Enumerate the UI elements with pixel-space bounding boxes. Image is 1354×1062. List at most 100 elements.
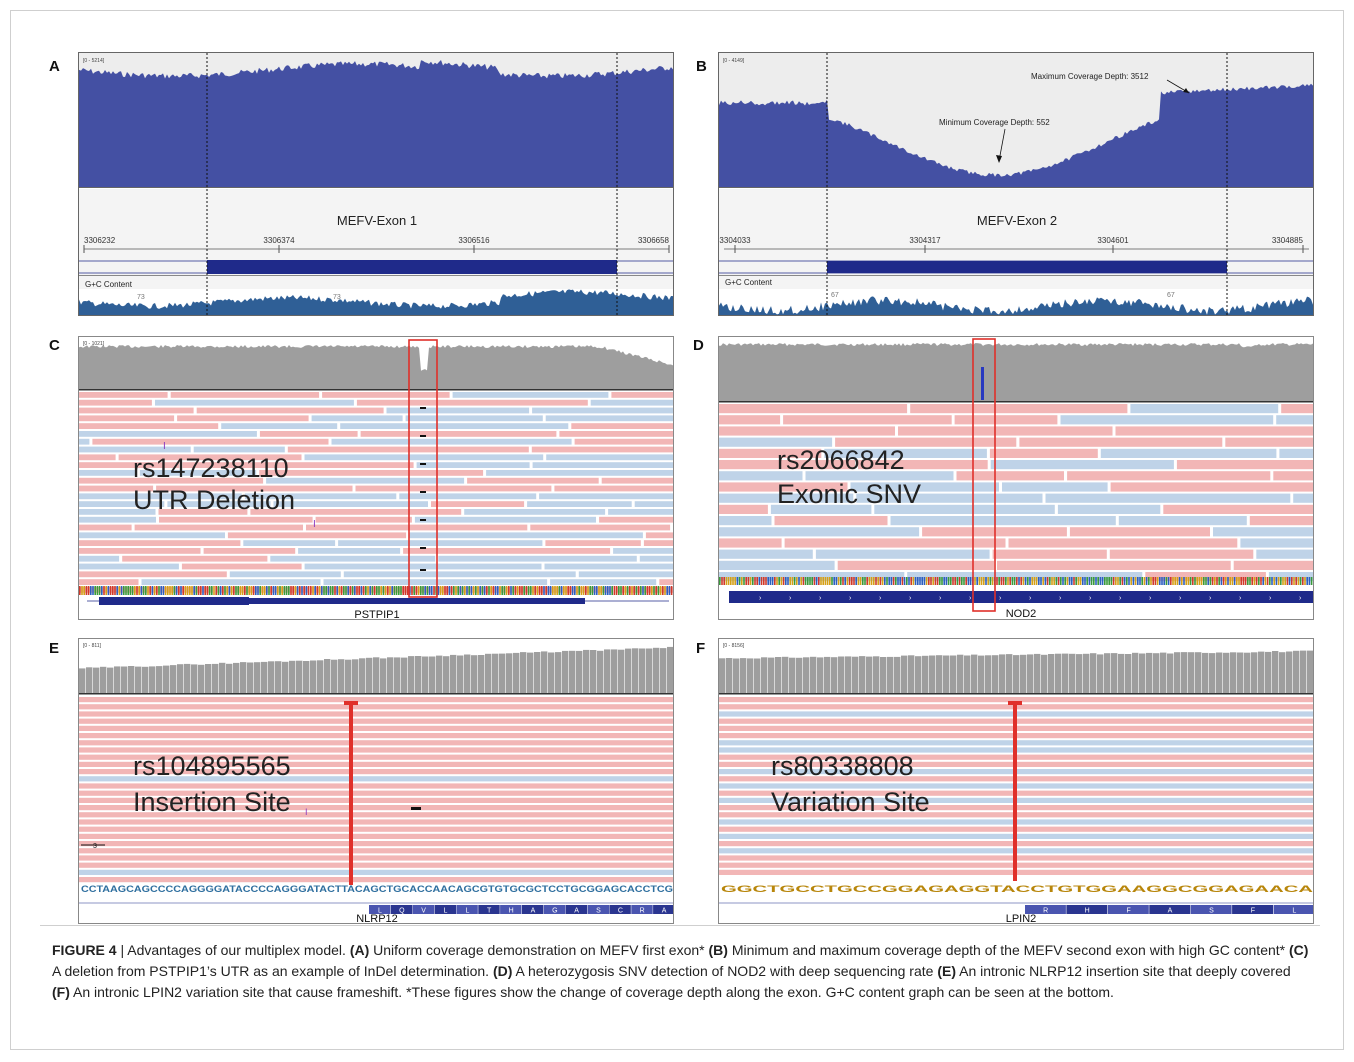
panel-e-graphic: [0 - 811] I 3 rs104895565 Insertion Site…: [79, 643, 673, 923]
panel-a-gc-value-1: 73: [137, 294, 145, 301]
panel-f: [0 - 8156] rs80338808 Variation Site GGC…: [718, 638, 1314, 924]
amino-acid-label: G: [552, 908, 557, 915]
svg-text:I: I: [163, 441, 166, 452]
panel-e-variant-id: rs104895565: [133, 751, 291, 781]
svg-text:›: ›: [1179, 595, 1182, 602]
amino-acid-label: A: [531, 908, 536, 915]
panel-letter-b: B: [696, 58, 707, 75]
svg-text:›: ›: [1269, 595, 1272, 602]
amino-acid-cell: [500, 905, 522, 914]
amino-acid-cell: [412, 905, 435, 914]
panel-c-sequence-track: [79, 586, 673, 595]
amino-acid-cell: [1273, 905, 1313, 914]
panel-b-ticks: 3304033 3304317 3304601 3304885: [719, 236, 1304, 253]
panel-c-graphic: [0 - 1021] I I rs147238110 UTR Deletion …: [79, 339, 673, 620]
svg-text:›: ›: [819, 595, 822, 602]
panel-c-gene-label: PSTPIP1: [354, 609, 399, 620]
amino-acid-label: L: [465, 908, 469, 915]
panel-b-tick-4: 3304885: [1272, 236, 1304, 245]
panel-b-scale: [0 - 4149]: [723, 58, 745, 64]
amino-acid-cell: [1066, 905, 1108, 914]
panel-f-coverage-track: [719, 650, 1313, 693]
amino-acid-label: A: [662, 908, 667, 915]
panel-c-highlight-box: [408, 339, 438, 598]
panel-f-variant-id: rs80338808: [771, 751, 914, 781]
panel-letter-e: E: [49, 640, 60, 657]
panel-a-coverage-track: [79, 60, 673, 187]
panel-d-coverage-track: [719, 343, 1313, 401]
amino-acid-cell: [369, 905, 391, 914]
amino-acid-cell: [478, 905, 500, 914]
amino-acid-label: V: [421, 908, 426, 915]
panel-d-variant-type: Exonic SNV: [777, 479, 921, 509]
panel-c-scale: [0 - 1021]: [83, 341, 105, 347]
panel-b-exon-bar: [827, 261, 1227, 273]
amino-acid-label: Q: [399, 908, 405, 915]
panel-c-gene-exon: [99, 597, 249, 605]
panel-a-exon-bar: [207, 260, 617, 274]
panel-e-reads: [79, 697, 673, 883]
amino-acid-cell: [522, 905, 544, 914]
panel-d-reads: [719, 404, 1313, 582]
panel-letter-f: F: [696, 640, 706, 657]
amino-acid-label: S: [596, 908, 601, 915]
svg-text:›: ›: [1299, 595, 1302, 602]
panel-f-variant-line: [1013, 703, 1017, 881]
amino-acid-cell: [1232, 905, 1273, 914]
panel-c-coverage-track: [79, 345, 673, 389]
panel-b-coverage-track: [719, 83, 1313, 187]
panel-e-coverage-track: [79, 646, 673, 693]
amino-acid-label: S: [1209, 908, 1214, 915]
panel-b: [0 - 4149] Maximum Coverage Depth: 3512 …: [718, 52, 1314, 316]
amino-acid-label: L: [378, 908, 382, 915]
svg-text:›: ›: [879, 595, 882, 602]
svg-text:›: ›: [789, 595, 792, 602]
amino-acid-label: F: [1126, 908, 1130, 915]
svg-text:›: ›: [999, 595, 1002, 602]
amino-acid-cell: [1107, 905, 1149, 914]
svg-text:›: ›: [849, 595, 852, 602]
panel-b-graphic: [0 - 4149] Maximum Coverage Depth: 3512 …: [719, 53, 1313, 315]
panel-d-graphic: rs2066842 Exonic SNV › › › › › › › › › › › › › › › › › › ›…: [719, 338, 1313, 619]
amino-acid-label: T: [487, 908, 492, 915]
amino-acid-label: H: [1085, 908, 1090, 915]
svg-text:›: ›: [1029, 595, 1032, 602]
amino-acid-cell: [631, 905, 653, 914]
amino-acid-cell: [543, 905, 566, 914]
svg-text:›: ›: [1089, 595, 1092, 602]
panel-b-gc-label: G+C Content: [725, 278, 773, 287]
svg-text:›: ›: [909, 595, 912, 602]
panel-a-gc-label: G+C Content: [85, 280, 133, 289]
amino-acid-cell: [390, 905, 413, 914]
panel-b-gc-value-1: 67: [831, 292, 839, 299]
panel-d-snv-coverage: [981, 367, 984, 400]
amino-acid-label: C: [618, 908, 623, 915]
amino-acid-label: A: [574, 908, 579, 915]
panel-b-tick-2: 3304317: [909, 236, 941, 245]
amino-acid-label: L: [1292, 908, 1296, 915]
amino-acid-cell: [1025, 905, 1066, 914]
amino-acid-cell: [434, 905, 456, 914]
panel-e-variant-line: [349, 703, 353, 885]
svg-text:I: I: [313, 519, 316, 530]
panel-c-variant-type: UTR Deletion: [133, 485, 295, 515]
panel-d-variant-id: rs2066842: [777, 445, 905, 475]
svg-text:›: ›: [1209, 595, 1212, 602]
svg-text:I: I: [305, 807, 308, 817]
panel-a-tick-2: 3306374: [263, 236, 295, 245]
svg-text:›: ›: [1059, 595, 1062, 602]
panel-f-graphic: [0 - 8156] rs80338808 Variation Site GGC…: [719, 643, 1313, 923]
caption-divider: [40, 925, 1320, 926]
panel-c-variant-id: rs147238110: [133, 453, 289, 483]
panel-e-sequence: CCTAAGCAGCCCCAGGGGATACCCCAGGGATACTTACAGC…: [81, 884, 673, 894]
panel-letter-d: D: [693, 337, 704, 354]
panel-b-gc-track: [719, 296, 1313, 315]
panel-d-gene-exon: [729, 591, 1313, 603]
amino-acid-label: R: [1043, 908, 1048, 915]
panel-e-marker: 3: [93, 843, 97, 850]
panel-a-tick-3: 3306516: [458, 236, 490, 245]
caption-figure-label: FIGURE 4: [52, 942, 117, 958]
panel-e-scale: [0 - 811]: [83, 643, 102, 649]
panel-a-tick-1: 3306232: [84, 236, 116, 245]
